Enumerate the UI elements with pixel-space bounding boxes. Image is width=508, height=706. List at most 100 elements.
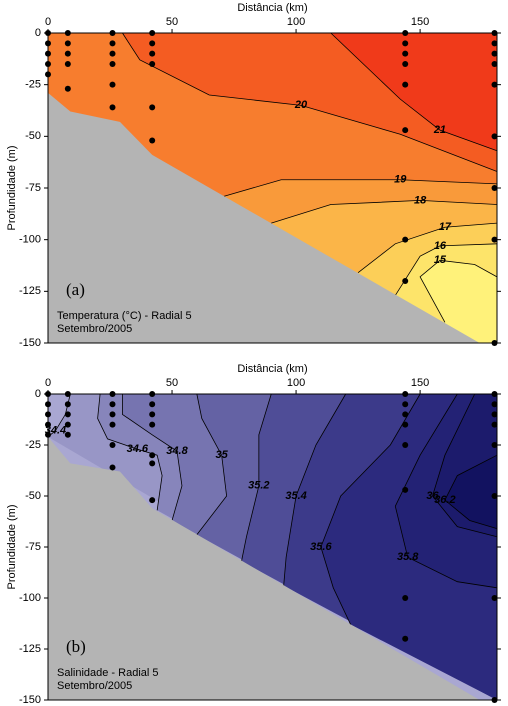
contour-line xyxy=(394,243,498,296)
station-point xyxy=(64,431,71,438)
station-point xyxy=(149,411,156,418)
station-point xyxy=(149,497,156,504)
station-point xyxy=(491,442,498,448)
station-point xyxy=(491,595,498,601)
contour-line xyxy=(320,393,421,625)
contour-line xyxy=(444,454,498,530)
contour-line xyxy=(283,393,347,586)
station-point xyxy=(64,411,71,418)
contour-label: 35.2 xyxy=(248,480,269,492)
station-point xyxy=(64,421,71,428)
station-point xyxy=(64,50,71,57)
contour-label: 21 xyxy=(433,124,446,136)
x-tick-label: 100 xyxy=(287,16,305,28)
station-point xyxy=(491,421,498,428)
contour-line xyxy=(122,394,183,521)
station-point xyxy=(402,81,409,88)
contour-line xyxy=(357,222,498,274)
contour-line xyxy=(419,259,498,323)
station-point xyxy=(402,595,409,601)
contour-label: 19 xyxy=(394,174,407,186)
station-point xyxy=(402,411,409,418)
y-tick-label: -150 xyxy=(19,337,41,349)
chart-title: Salinidade - Radial 5 xyxy=(57,667,159,679)
y-tick-label: -75 xyxy=(25,182,41,194)
chart-subtitle: Setembro/2005 xyxy=(57,680,132,692)
contour-label: 35 xyxy=(216,449,229,461)
station-point xyxy=(491,40,498,47)
y-tick-label: -25 xyxy=(25,79,41,91)
station-point xyxy=(64,401,71,408)
panel-label: (b) xyxy=(66,637,86,656)
x-tick-label: 0 xyxy=(45,16,51,28)
station-point xyxy=(149,61,156,67)
contour-label: 20 xyxy=(294,99,308,111)
y-tick-label: -125 xyxy=(19,285,41,297)
contour-label: 34.6 xyxy=(127,443,149,455)
station-point xyxy=(64,40,71,47)
station-point xyxy=(491,493,498,499)
y-tick-label: -150 xyxy=(19,694,41,706)
station-point xyxy=(109,464,116,471)
contour-line xyxy=(330,32,498,152)
station-point xyxy=(64,61,71,67)
x-tick-label: 150 xyxy=(411,16,429,28)
contour-line xyxy=(271,199,498,224)
station-point xyxy=(491,411,498,418)
station-point xyxy=(491,61,498,67)
station-point xyxy=(109,411,116,418)
bathymetry xyxy=(48,92,497,343)
x-tick-label: 50 xyxy=(166,16,178,28)
contour-label: 17 xyxy=(439,221,452,233)
station-point xyxy=(491,81,498,88)
station-point xyxy=(402,40,409,47)
contour-label: 18 xyxy=(414,194,427,206)
station-point xyxy=(402,486,409,493)
contour-fill xyxy=(48,33,497,151)
contour-fill xyxy=(444,394,497,700)
station-point xyxy=(109,442,116,448)
y-tick-label: -100 xyxy=(19,234,41,246)
station-point xyxy=(491,236,498,243)
contour-label: 35.4 xyxy=(285,490,306,502)
contour-line xyxy=(97,393,163,511)
bathymetry xyxy=(48,436,497,700)
y-axis-title: Profundidade (m) xyxy=(6,505,18,590)
y-tick-label: -25 xyxy=(25,439,41,451)
contour-label: 36 xyxy=(426,490,439,502)
x-tick-label: 150 xyxy=(411,377,429,389)
station-point xyxy=(109,104,116,111)
station-point xyxy=(149,401,156,408)
x-tick-label: 50 xyxy=(166,377,178,389)
station-point xyxy=(491,401,498,408)
contour-line xyxy=(196,393,228,536)
contour-line xyxy=(394,393,498,589)
contour-line xyxy=(432,393,498,538)
contour-label: 35.6 xyxy=(310,541,332,553)
contour-label: 34.8 xyxy=(166,445,188,457)
station-point xyxy=(402,61,409,67)
station-point xyxy=(402,635,409,642)
contour-line xyxy=(122,32,498,172)
x-tick-label: 100 xyxy=(287,377,305,389)
x-tick-label: 0 xyxy=(45,377,51,389)
panel-label: (a) xyxy=(66,280,85,299)
contour-label: 15 xyxy=(434,254,447,266)
station-point xyxy=(149,421,156,428)
y-tick-label: -75 xyxy=(25,541,41,553)
station-point xyxy=(491,50,498,57)
chart-subtitle: Setembro/2005 xyxy=(57,323,132,335)
contour-line xyxy=(224,179,498,197)
contour-line xyxy=(241,393,272,562)
y-tick-label: -125 xyxy=(19,643,41,655)
station-point xyxy=(402,401,409,408)
station-point xyxy=(109,421,116,428)
x-axis-title: Distância (km) xyxy=(237,2,307,14)
station-point xyxy=(491,133,498,140)
x-axis-title: Distância (km) xyxy=(237,363,307,375)
station-point xyxy=(402,442,409,448)
y-axis-title: Profundidade (m) xyxy=(6,146,18,231)
y-tick-label: 0 xyxy=(35,388,41,400)
station-point xyxy=(149,137,156,144)
